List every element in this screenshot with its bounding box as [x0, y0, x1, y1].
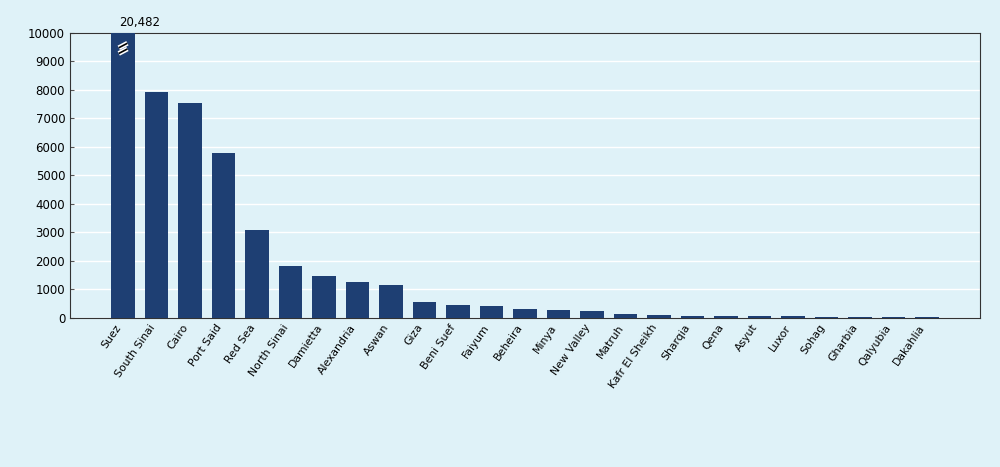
Bar: [714, 316, 738, 318]
Bar: [547, 310, 570, 318]
Bar: [212, 153, 235, 318]
Bar: [915, 317, 939, 318]
Bar: [647, 315, 671, 318]
Bar: [245, 230, 269, 318]
Bar: [681, 316, 704, 318]
Bar: [145, 92, 168, 318]
Bar: [848, 317, 872, 318]
Bar: [748, 317, 771, 318]
Bar: [815, 317, 838, 318]
Bar: [178, 103, 202, 318]
Bar: [346, 282, 369, 318]
Bar: [111, 33, 135, 318]
Bar: [614, 314, 637, 318]
Bar: [279, 266, 302, 318]
Bar: [379, 285, 403, 318]
Bar: [413, 302, 436, 318]
Bar: [446, 305, 470, 318]
Bar: [513, 309, 537, 318]
Bar: [580, 311, 604, 318]
Bar: [781, 317, 805, 318]
Bar: [312, 276, 336, 318]
Text: 20,482: 20,482: [119, 16, 160, 29]
Bar: [882, 317, 905, 318]
Bar: [480, 305, 503, 318]
